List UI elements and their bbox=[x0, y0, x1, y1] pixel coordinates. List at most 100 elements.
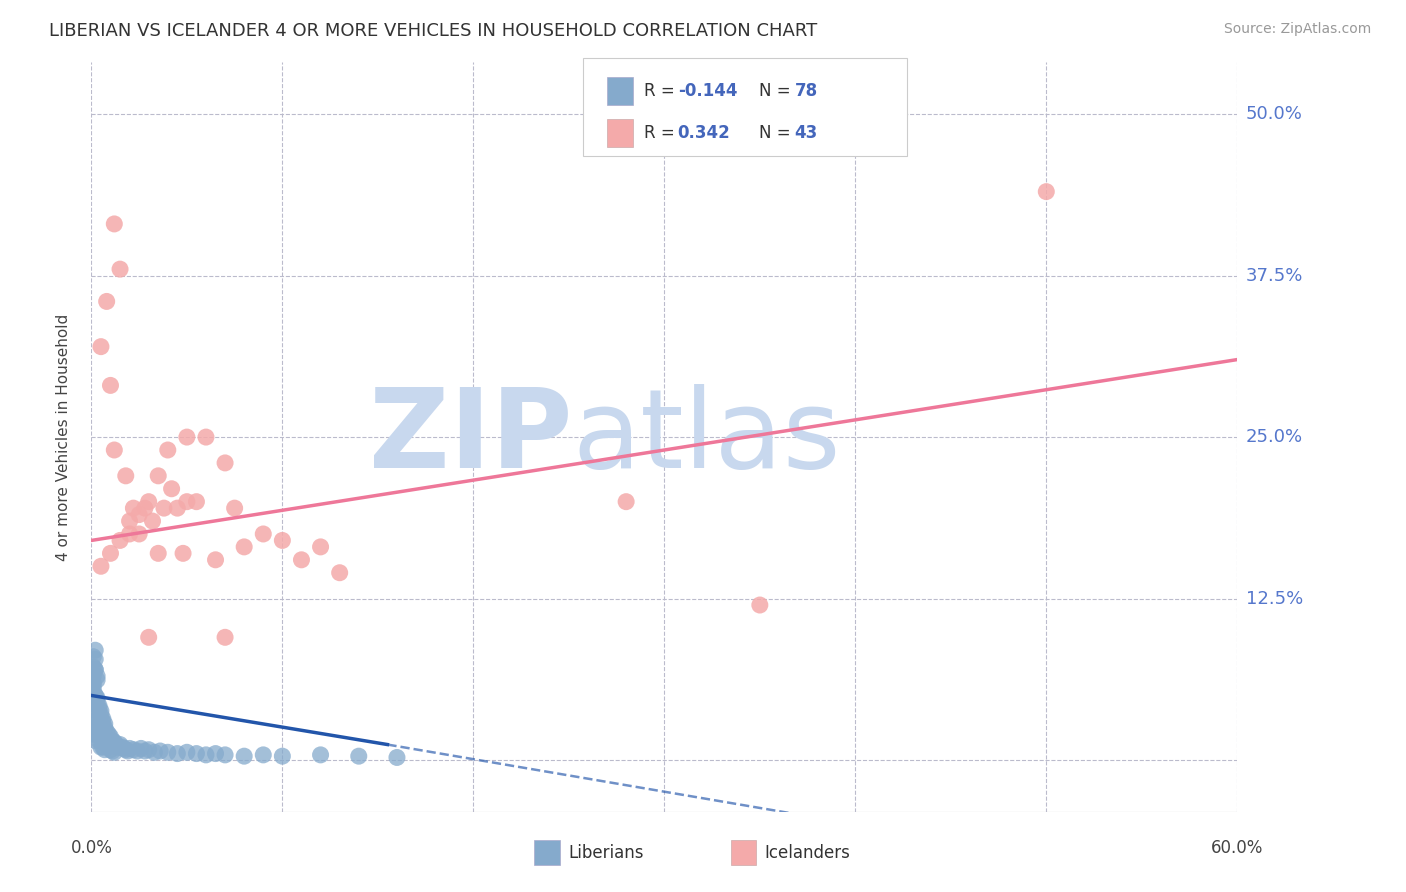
Text: 12.5%: 12.5% bbox=[1246, 590, 1303, 607]
Point bbox=[90, 340, 112, 354]
Point bbox=[128, 527, 150, 541]
Point bbox=[118, 527, 141, 541]
Point bbox=[82, 701, 104, 715]
Point bbox=[84, 663, 107, 677]
Point bbox=[87, 721, 110, 735]
Point bbox=[748, 598, 770, 612]
Point bbox=[84, 652, 107, 666]
Point bbox=[91, 730, 114, 744]
Text: 50.0%: 50.0% bbox=[1246, 105, 1302, 123]
Point bbox=[84, 733, 107, 747]
Point bbox=[82, 649, 104, 664]
Point bbox=[82, 714, 104, 729]
Point bbox=[290, 553, 312, 567]
Point bbox=[172, 546, 194, 560]
Point bbox=[82, 660, 104, 674]
Point bbox=[86, 695, 108, 709]
Point bbox=[309, 747, 332, 762]
Point bbox=[347, 749, 370, 764]
Point bbox=[86, 714, 108, 729]
Point bbox=[149, 744, 172, 758]
Point bbox=[103, 442, 125, 457]
Point bbox=[186, 747, 208, 761]
Point bbox=[117, 744, 139, 758]
Point bbox=[114, 742, 136, 756]
Point bbox=[153, 501, 176, 516]
Point bbox=[82, 727, 104, 741]
Point bbox=[84, 689, 107, 703]
Point bbox=[252, 747, 274, 762]
Text: 0.0%: 0.0% bbox=[70, 839, 112, 857]
Point bbox=[271, 749, 294, 764]
Point bbox=[103, 217, 125, 231]
Point bbox=[233, 749, 256, 764]
Point bbox=[138, 630, 160, 644]
Point bbox=[233, 540, 256, 554]
Point bbox=[156, 442, 179, 457]
Point bbox=[94, 721, 117, 735]
Point bbox=[84, 721, 107, 735]
Text: 25.0%: 25.0% bbox=[1246, 428, 1303, 446]
Point bbox=[271, 533, 294, 548]
Point bbox=[84, 689, 107, 703]
Point bbox=[176, 494, 198, 508]
Point bbox=[156, 745, 179, 759]
Point bbox=[82, 675, 104, 690]
Point bbox=[118, 514, 141, 528]
Point bbox=[127, 744, 149, 758]
Point bbox=[176, 430, 198, 444]
Point bbox=[94, 733, 117, 747]
Point bbox=[176, 745, 198, 759]
Point bbox=[82, 681, 104, 696]
Point bbox=[101, 733, 124, 747]
Point bbox=[122, 501, 145, 516]
Point bbox=[143, 745, 166, 759]
Point bbox=[86, 673, 108, 687]
Point bbox=[84, 663, 107, 677]
Point bbox=[108, 262, 131, 277]
Point bbox=[614, 494, 637, 508]
Point bbox=[141, 514, 163, 528]
Point bbox=[90, 704, 112, 718]
Point bbox=[148, 546, 170, 560]
Text: Icelanders: Icelanders bbox=[765, 844, 851, 862]
Point bbox=[82, 678, 104, 692]
Point bbox=[214, 747, 236, 762]
Point bbox=[82, 669, 104, 683]
Point bbox=[84, 707, 107, 722]
Point bbox=[252, 527, 274, 541]
Text: LIBERIAN VS ICELANDER 4 OR MORE VEHICLES IN HOUSEHOLD CORRELATION CHART: LIBERIAN VS ICELANDER 4 OR MORE VEHICLES… bbox=[49, 22, 817, 40]
Point bbox=[84, 643, 107, 657]
Point bbox=[118, 741, 141, 756]
Point bbox=[194, 430, 217, 444]
Point bbox=[87, 698, 110, 713]
Point bbox=[194, 747, 217, 762]
Point bbox=[90, 727, 112, 741]
Point bbox=[148, 468, 170, 483]
Point bbox=[122, 742, 145, 756]
Point bbox=[160, 482, 183, 496]
Point bbox=[224, 501, 246, 516]
Point bbox=[128, 508, 150, 522]
Point bbox=[138, 742, 160, 756]
Point bbox=[91, 714, 114, 729]
Point bbox=[329, 566, 352, 580]
Point bbox=[108, 738, 131, 752]
Point bbox=[100, 546, 122, 560]
Point bbox=[96, 294, 118, 309]
Point bbox=[112, 741, 135, 756]
Point bbox=[91, 712, 114, 726]
Point bbox=[101, 744, 124, 758]
Text: 78: 78 bbox=[794, 82, 817, 100]
Point bbox=[186, 494, 208, 508]
Point bbox=[90, 740, 112, 755]
Point bbox=[111, 740, 134, 755]
Text: atlas: atlas bbox=[572, 384, 841, 491]
Point bbox=[134, 744, 156, 758]
Point bbox=[134, 501, 156, 516]
Point bbox=[108, 533, 131, 548]
Point bbox=[214, 456, 236, 470]
Point bbox=[100, 378, 122, 392]
Point bbox=[103, 735, 125, 749]
Text: 0.342: 0.342 bbox=[678, 124, 731, 142]
